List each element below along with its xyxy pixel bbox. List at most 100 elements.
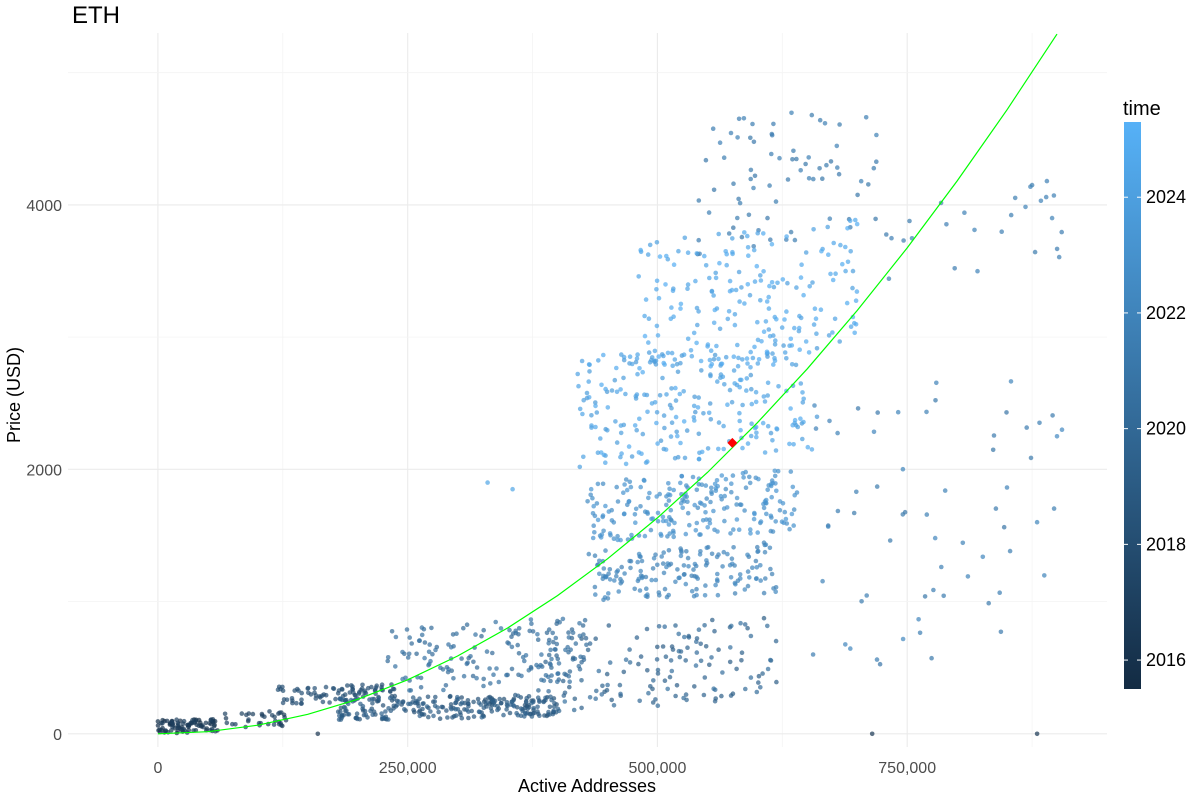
data-point [747,474,752,480]
data-point [385,655,391,660]
data-point [571,707,577,713]
data-point [642,333,648,339]
data-point [638,654,644,659]
data-point [560,678,566,684]
x-tick-label: 750,000 [878,760,936,777]
data-point [999,229,1004,234]
data-point [703,483,709,488]
data-point [618,430,624,436]
data-point [765,666,771,672]
data-point [594,501,600,506]
data-point [667,674,673,680]
data-point [592,553,598,558]
colorbar [1124,122,1141,689]
data-point [737,572,743,577]
data-point [723,486,729,492]
data-point [673,385,678,391]
data-point [682,235,688,241]
data-point [504,702,510,708]
data-point [593,403,598,409]
data-point [662,624,667,629]
data-point [618,423,624,428]
data-point [780,277,786,282]
data-point [660,514,666,520]
data-point [612,377,618,383]
data-point [389,629,395,634]
y-tick-label: 0 [53,727,62,744]
data-point [696,198,702,203]
data-point [546,674,551,680]
data-point [782,509,788,515]
data-point [587,641,593,646]
data-point [711,187,717,193]
data-point [635,352,640,357]
data-point [656,624,662,629]
data-point [727,278,733,284]
data-point [635,559,640,565]
data-point [681,419,687,424]
data-point [671,530,676,536]
data-point [594,688,599,694]
data-point [756,673,762,679]
data-point [400,649,405,655]
data-point [712,698,718,704]
data-point [744,388,749,393]
data-point [468,654,473,659]
data-point [604,574,609,579]
data-point [752,344,757,350]
data-point [705,342,711,347]
data-point [692,394,697,400]
data-point [672,455,678,461]
data-point [848,249,853,254]
data-point [737,418,742,424]
data-point [445,715,450,720]
data-point [567,669,573,674]
data-point [735,215,740,221]
data-point [587,369,592,374]
data-point [824,162,829,168]
data-point [646,690,651,696]
data-point [685,510,691,516]
data-point [703,563,709,568]
data-point [426,662,431,668]
data-point [607,531,613,536]
data-point [758,519,764,524]
data-point [636,551,642,557]
data-point [615,499,621,504]
data-point [651,556,657,561]
data-point [164,718,170,724]
data-point [554,641,560,647]
data-point [191,728,196,733]
data-point [758,273,763,278]
data-point [907,218,912,224]
data-point [647,360,653,365]
data-point [762,549,768,555]
data-point [666,498,672,503]
data-point [709,489,714,495]
data-point [177,726,183,731]
data-point [784,356,789,361]
data-point [782,350,788,355]
data-point [799,262,804,268]
data-point [582,617,588,623]
data-point [1008,212,1014,218]
data-point [681,352,687,358]
data-point [640,431,646,437]
data-point [654,420,659,426]
data-point [887,538,893,543]
data-point [566,673,572,679]
data-point [405,655,411,660]
data-point [418,685,424,690]
data-point [693,663,699,668]
data-point [616,589,621,594]
data-point [825,524,831,529]
data-point [572,696,578,702]
data-point [643,593,649,599]
data-point [740,402,745,408]
data-point [756,476,761,482]
data-point [800,390,805,395]
data-point [169,720,174,725]
data-point [536,664,541,670]
data-point [461,625,466,631]
